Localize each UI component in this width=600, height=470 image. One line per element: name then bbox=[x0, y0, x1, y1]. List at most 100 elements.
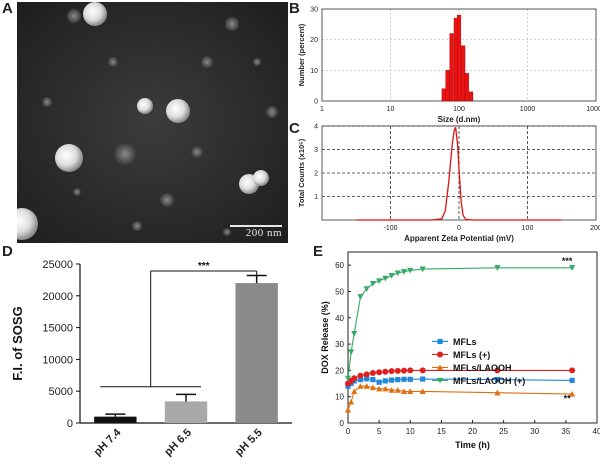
data-point bbox=[388, 273, 395, 279]
x-tick-label: 10 bbox=[406, 427, 415, 436]
y-tick-label: 0 bbox=[67, 418, 73, 430]
y-tick-label: 30 bbox=[310, 7, 318, 14]
data-point bbox=[569, 265, 576, 271]
x-tick-label: 10 bbox=[387, 106, 395, 113]
legend-label: MFLs bbox=[453, 337, 477, 347]
panel-label-a: A bbox=[2, 0, 13, 17]
y-tick-label: 0 bbox=[314, 99, 318, 106]
significance-label: *** bbox=[198, 261, 210, 272]
y-tick-label: 10 bbox=[310, 68, 318, 75]
x-tick-label: 0 bbox=[346, 427, 351, 436]
chart-e-dox-release: 0 5 10 15 20 25 30 35 40 0 10 20 30 40 50 60 MFLs MFLs (+… bbox=[320, 251, 600, 450]
y-tick-label: 10000 bbox=[42, 354, 73, 366]
data-point bbox=[363, 383, 370, 389]
zeta-curve bbox=[356, 126, 562, 221]
bar bbox=[164, 401, 208, 423]
scale-bar-label: 200 nm bbox=[245, 227, 282, 239]
data-point bbox=[382, 378, 388, 384]
histogram-bar bbox=[461, 45, 466, 102]
y-tick-label: 20 bbox=[310, 37, 318, 44]
data-point bbox=[395, 376, 401, 383]
plot-frame bbox=[321, 125, 597, 221]
y-tick-label: 2 bbox=[314, 171, 318, 178]
x-tick-label: 40 bbox=[593, 427, 600, 436]
legend-marker bbox=[436, 364, 444, 371]
data-point bbox=[388, 377, 395, 383]
legend-marker bbox=[437, 351, 444, 358]
x-tick-label: pH 6.5 bbox=[162, 427, 194, 459]
data-point bbox=[419, 367, 426, 374]
x-tick-label: 25 bbox=[499, 427, 508, 436]
data-point bbox=[407, 376, 413, 382]
x-tick-label: 10000 bbox=[586, 106, 600, 113]
data-point bbox=[494, 389, 501, 396]
bar bbox=[235, 283, 278, 423]
y-tick-label: 3 bbox=[314, 147, 318, 154]
x-tick-label: 0 bbox=[457, 225, 461, 232]
significance-annotation: *** bbox=[562, 256, 573, 266]
data-point bbox=[369, 280, 376, 287]
data-point bbox=[420, 376, 426, 382]
histogram-bar bbox=[464, 73, 469, 102]
data-point bbox=[370, 376, 376, 383]
histogram-bar bbox=[445, 70, 450, 102]
chart-b-size-distribution: 1 10 100 1000 10000 0 10 20 30 Size (d.nm) Number … bbox=[297, 7, 600, 125]
legend-marker bbox=[437, 338, 443, 345]
chart-d-sosg: 0 5000 10000 15000 20000 25000 pH 7.4 pH 6.5 pH … bbox=[10, 259, 292, 459]
data-point bbox=[364, 376, 370, 382]
data-point bbox=[357, 294, 364, 300]
histogram-bar bbox=[468, 91, 474, 102]
legend-label: MFLs/LAOOH bbox=[453, 363, 512, 373]
legend-label: MFLs (+) bbox=[453, 350, 490, 360]
y-axis-label: Total Counts (x10⁵) bbox=[297, 138, 306, 207]
y-axis-label: Number (percent) bbox=[297, 23, 306, 86]
data-point bbox=[494, 376, 500, 383]
x-tick-label: pH 7.4 bbox=[92, 426, 124, 458]
tem-micrograph: 200 nm bbox=[17, 2, 288, 243]
y-tick-label: 20 bbox=[335, 366, 344, 375]
data-point bbox=[400, 269, 408, 275]
y-axis-label: F.I. of SOSG bbox=[10, 306, 25, 380]
histogram-bar bbox=[441, 88, 446, 102]
data-point bbox=[369, 384, 376, 391]
data-point bbox=[494, 265, 501, 271]
y-tick-label: 60 bbox=[335, 261, 344, 270]
x-tick-label: 30 bbox=[530, 427, 539, 436]
data-point bbox=[369, 370, 376, 377]
y-tick-label: 4 bbox=[314, 124, 318, 131]
data-point bbox=[357, 376, 364, 383]
series-line bbox=[347, 267, 573, 379]
data-point bbox=[348, 349, 355, 356]
data-point bbox=[407, 388, 414, 395]
data-point bbox=[401, 376, 407, 382]
y-tick-label: 5000 bbox=[49, 386, 73, 398]
data-point bbox=[351, 330, 358, 337]
data-point bbox=[363, 371, 370, 378]
x-tick-label: 15 bbox=[437, 427, 446, 436]
x-tick-label: 35 bbox=[561, 427, 570, 436]
data-point bbox=[388, 387, 395, 393]
data-point bbox=[363, 286, 370, 292]
x-tick-label: 1 bbox=[320, 106, 324, 113]
data-point bbox=[376, 385, 383, 392]
data-point bbox=[382, 385, 389, 392]
data-point bbox=[419, 266, 426, 273]
x-axis-label: Time (h) bbox=[455, 440, 490, 450]
panel-label-d: D bbox=[2, 243, 13, 260]
data-point bbox=[348, 398, 355, 405]
data-point bbox=[357, 383, 364, 389]
y-tick-label: 0 bbox=[340, 419, 345, 428]
x-tick-label: 200 bbox=[590, 225, 600, 232]
data-point bbox=[344, 375, 352, 382]
data-point bbox=[394, 270, 401, 277]
data-point bbox=[388, 368, 395, 375]
data-point bbox=[382, 368, 389, 375]
data-point bbox=[376, 369, 383, 376]
data-point bbox=[569, 390, 576, 397]
data-point bbox=[344, 406, 352, 413]
y-tick-label: 40 bbox=[335, 314, 344, 323]
histogram-bar bbox=[456, 14, 462, 102]
legend-marker bbox=[436, 377, 444, 384]
panel-label-b: B bbox=[289, 0, 300, 17]
data-point bbox=[394, 367, 401, 374]
